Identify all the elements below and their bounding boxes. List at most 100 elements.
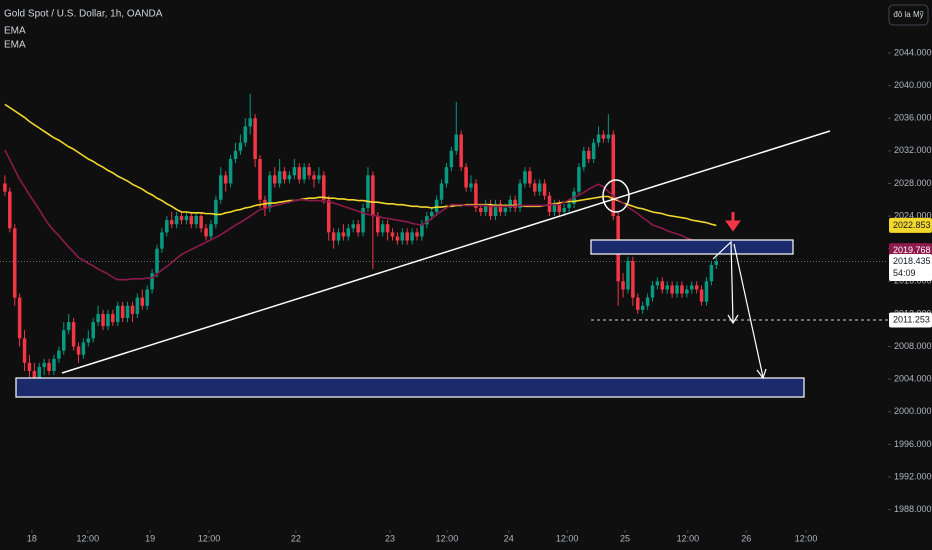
candle-body (567, 203, 571, 208)
x-tick-label: 12:00 (198, 533, 221, 543)
candle-body (439, 183, 444, 200)
x-tick-label: 23 (385, 533, 395, 543)
candle-body (135, 297, 140, 314)
candle-body (361, 207, 365, 233)
candle-body (596, 134, 601, 143)
candle-body (106, 313, 110, 327)
y-tick-label: 2036.000 (894, 113, 932, 123)
candle-body (469, 183, 473, 188)
candle-body (425, 216, 429, 225)
candle-body (650, 285, 655, 298)
candle-body (709, 265, 714, 282)
x-tick-label: 12:00 (77, 533, 100, 543)
down-arrow (725, 212, 741, 232)
candle-body (380, 224, 385, 233)
ema-line (4, 103, 717, 227)
candle-body (714, 261, 719, 265)
y-tick-label: 2044.000 (894, 47, 932, 57)
ema-line (4, 149, 717, 281)
ema-tag: 2022.853 (893, 220, 931, 230)
candle-body (233, 150, 238, 159)
candle-body (22, 338, 27, 363)
drawings (15, 130, 831, 398)
candle-body (12, 228, 17, 298)
currency-button[interactable] (888, 4, 929, 26)
candle-body (542, 183, 547, 196)
candle-body (37, 366, 42, 380)
y-tick-label: 1988.000 (894, 504, 932, 514)
candle-body (582, 150, 586, 168)
candle-body (498, 203, 503, 212)
candle-body (371, 175, 375, 217)
countdown: 54:09 (893, 268, 916, 278)
candle-body (601, 134, 606, 139)
candle-body (248, 118, 252, 127)
candle-body (120, 305, 125, 318)
candle-body (66, 322, 71, 331)
candle-body (376, 216, 380, 233)
candle-body (346, 228, 351, 237)
candle-body (420, 224, 424, 237)
candle-body (483, 203, 488, 212)
candle-body (272, 175, 277, 184)
candle-body (513, 199, 517, 208)
resistance-zone (590, 239, 794, 255)
candle-body (27, 362, 32, 371)
candle-body (586, 150, 591, 159)
candle-body (606, 134, 611, 139)
candle-body (125, 305, 130, 318)
candle-body (76, 346, 81, 355)
level-tag-bg (889, 312, 932, 328)
candle-body (165, 220, 169, 233)
candle-body (508, 199, 512, 208)
candle-body (562, 207, 566, 212)
candle-body (17, 297, 22, 339)
candle-body (155, 248, 159, 274)
candle-body (636, 297, 640, 310)
candle-body (258, 159, 262, 200)
candle-body (302, 167, 306, 180)
candle-body (444, 167, 449, 184)
candle-body (640, 305, 645, 310)
x-tick-label: 19 (145, 533, 155, 543)
arrow-head (756, 368, 767, 380)
candle-body (91, 322, 95, 339)
x-tick-label: 12:00 (556, 533, 579, 543)
candle-body (32, 371, 37, 380)
candle-body (341, 232, 346, 237)
candle-body (547, 195, 552, 212)
candle-body (405, 232, 409, 241)
candle-body (243, 126, 248, 143)
candle-body (631, 260, 635, 298)
candle-body (689, 285, 694, 290)
candle-body (488, 203, 493, 217)
candle-body (655, 281, 660, 286)
candle-body (174, 216, 179, 225)
support-zone (15, 377, 805, 398)
candle-body (96, 313, 100, 323)
candle-body (130, 305, 135, 314)
candle-body (115, 305, 120, 323)
candle-body (3, 183, 7, 192)
candle-body (223, 175, 228, 184)
candle-body (621, 281, 625, 290)
candle-body (184, 216, 189, 221)
candle-body (57, 350, 61, 359)
candle-body (523, 171, 527, 184)
candle-body (189, 216, 194, 225)
current-price-tag: 2018.435 (893, 256, 931, 266)
x-tick-label: 12:00 (677, 533, 700, 543)
y-tick-label: 1992.000 (894, 471, 932, 481)
candle-body (410, 232, 414, 241)
candle-body (81, 342, 86, 355)
candle-body (434, 199, 439, 212)
candle-body (660, 281, 665, 290)
ema-tag-bg (889, 217, 932, 233)
candle-body (356, 224, 360, 233)
currency-label[interactable]: đô la Mỹ (893, 10, 923, 19)
x-tick-label: 26 (741, 533, 751, 543)
current-price-tag-bg (889, 253, 932, 281)
candle-body (685, 289, 689, 294)
candle-body (268, 175, 272, 208)
candle-body (145, 289, 149, 306)
